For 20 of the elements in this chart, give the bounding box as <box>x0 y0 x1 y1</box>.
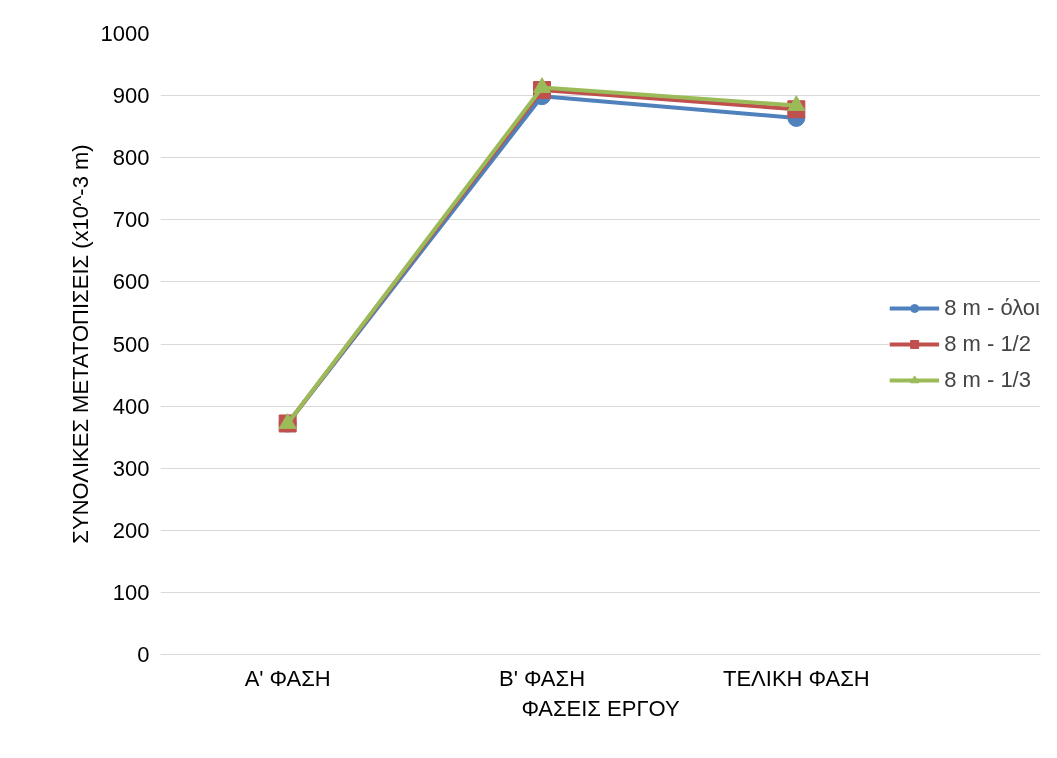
x-axis-title: ΦΑΣΕΙΣ ΕΡΓΟΥ <box>521 695 680 721</box>
y-tick-label: 200 <box>112 517 150 543</box>
x-tick-label: Α' ΦΑΣΗ <box>244 665 331 691</box>
y-tick-label: 300 <box>112 455 150 481</box>
y-tick-label: 100 <box>112 579 150 605</box>
legend-label: 8 m - όλοι <box>944 294 1040 321</box>
point <box>278 413 297 429</box>
y-tick-label: 0 <box>137 642 150 667</box>
y-tick-label: 400 <box>112 393 150 419</box>
legend-label: 8 m - 1/3 <box>944 366 1031 393</box>
y-tick-label: 700 <box>112 207 150 233</box>
y-tick-label: 1000 <box>100 21 150 46</box>
y-tick-label: 900 <box>112 83 150 109</box>
y-tick-label: 800 <box>112 145 150 171</box>
legend-label: 8 m - 1/2 <box>944 330 1031 357</box>
y-axis-title: ΣΥΝΟΛΙΚΕΣ ΜΕΤΑΤΟΠΙΣΕΙΣ (x10^-3 m) <box>67 144 93 544</box>
y-tick-label: 500 <box>112 331 150 357</box>
x-tick-label: Β' ΦΑΣΗ <box>498 665 586 691</box>
x-tick-label: ΤΕΛΙΚΗ ΦΑΣΗ <box>723 665 870 691</box>
y-tick-label: 600 <box>112 269 150 295</box>
